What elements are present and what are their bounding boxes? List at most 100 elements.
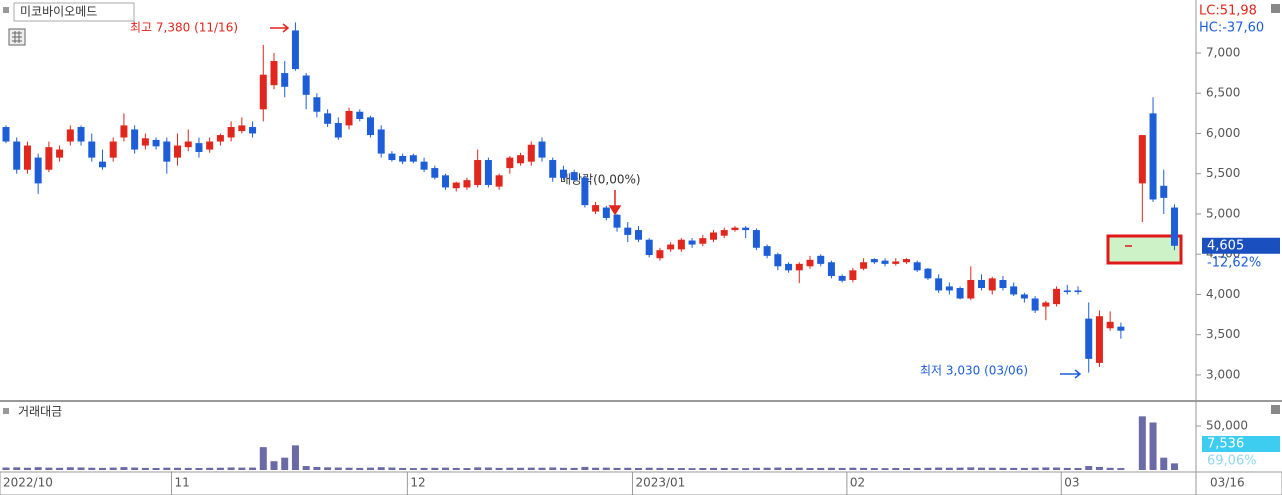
title-box xyxy=(13,2,135,22)
candle-body xyxy=(442,175,450,188)
candle-body xyxy=(152,139,160,147)
volume-bar xyxy=(667,467,675,470)
volume-bar xyxy=(581,466,589,470)
volume-bar xyxy=(827,467,835,470)
volume-bar xyxy=(1042,467,1050,470)
candle-body xyxy=(1063,290,1071,293)
volume-bar xyxy=(656,467,664,470)
volume-bar xyxy=(356,467,364,470)
candle-body xyxy=(1031,298,1039,311)
volume-bar xyxy=(1117,468,1125,470)
candle-body xyxy=(881,260,889,264)
volume-bar xyxy=(442,467,450,470)
volume-bar xyxy=(517,467,525,470)
panel-icon[interactable] xyxy=(3,408,9,414)
volume-bar xyxy=(77,467,85,470)
volume-bar xyxy=(592,467,600,470)
candle-body xyxy=(795,263,803,271)
candle-body xyxy=(13,141,21,170)
volume-bar xyxy=(452,467,460,470)
candle-body xyxy=(838,275,846,281)
volume-bar xyxy=(1063,467,1071,470)
candle-body xyxy=(699,238,707,244)
candle-body xyxy=(324,113,332,124)
volume-bar xyxy=(634,467,642,470)
candle-body xyxy=(956,288,964,299)
candle-body xyxy=(967,279,975,299)
x-tick-label: 02 xyxy=(850,476,865,490)
volume-bar xyxy=(184,467,192,470)
candle-body xyxy=(334,123,342,138)
volume-bar xyxy=(967,467,975,470)
volume-bar xyxy=(259,447,267,470)
volume-bar xyxy=(881,468,889,470)
candle-body xyxy=(549,160,557,178)
volume-bar xyxy=(945,467,953,470)
panel-icon[interactable] xyxy=(3,7,9,13)
candle-body xyxy=(249,127,257,134)
price-change: -12,62% xyxy=(1207,255,1261,270)
candle-body xyxy=(120,125,128,138)
y-tick-label: 4,000 xyxy=(1206,287,1240,301)
candle-body xyxy=(420,161,428,170)
volume-bar xyxy=(699,467,707,470)
candle-body xyxy=(752,230,760,248)
candle-body xyxy=(88,141,96,158)
candle-body xyxy=(538,141,546,158)
panel-button[interactable] xyxy=(1271,405,1280,414)
volume-bar xyxy=(120,467,128,470)
candle-body xyxy=(559,169,567,178)
candle-body xyxy=(174,145,182,158)
volume-bar xyxy=(1160,457,1168,470)
highlight-box[interactable] xyxy=(1106,234,1183,265)
candle-body xyxy=(206,141,214,150)
candle-body xyxy=(388,153,396,161)
volume-bar xyxy=(23,467,31,470)
candle-body xyxy=(1085,318,1093,359)
candle-body xyxy=(892,261,900,264)
y-tick-label: 50,000 xyxy=(1206,419,1248,433)
candle-body xyxy=(131,129,139,150)
volume-bar xyxy=(774,467,782,470)
candle-body xyxy=(291,30,299,70)
volume-bar xyxy=(131,467,139,470)
y-tick-label: 3,500 xyxy=(1206,327,1240,341)
candle-body xyxy=(667,244,675,250)
volume-bar xyxy=(838,467,846,470)
volume-bar xyxy=(270,461,278,470)
volume-bar xyxy=(1031,467,1039,470)
volume-bar xyxy=(978,467,986,470)
candle-body xyxy=(431,168,439,178)
grid-icon-lines xyxy=(12,31,22,43)
candle-body xyxy=(195,143,203,152)
candle-body xyxy=(517,155,525,164)
volume-bar xyxy=(377,467,385,470)
candle-body xyxy=(1117,326,1125,331)
candle-body xyxy=(913,262,921,271)
candle-body xyxy=(377,129,385,154)
candle-body xyxy=(592,205,600,212)
candle-body xyxy=(1149,113,1157,200)
candle-body xyxy=(613,214,621,228)
volume-bar xyxy=(195,467,203,470)
volume-bar xyxy=(141,467,149,470)
candle-body xyxy=(688,240,696,245)
volume-bar xyxy=(431,467,439,470)
x-tick-label: 12 xyxy=(410,476,425,490)
panel-button[interactable] xyxy=(1271,4,1280,13)
candle-body xyxy=(463,180,471,188)
volume-bar xyxy=(624,467,632,470)
candle-body xyxy=(56,149,64,158)
candle-body xyxy=(98,161,106,168)
volume-bar xyxy=(238,467,246,470)
candle-body xyxy=(313,97,321,112)
low-arrow xyxy=(1060,369,1082,379)
current-volume-box xyxy=(1202,436,1280,452)
candle-body xyxy=(763,246,771,256)
candle-body xyxy=(227,127,235,138)
candle-body xyxy=(366,117,374,136)
volume-bar xyxy=(570,467,578,470)
volume-bar xyxy=(645,467,653,470)
volume-bar xyxy=(1095,466,1103,470)
